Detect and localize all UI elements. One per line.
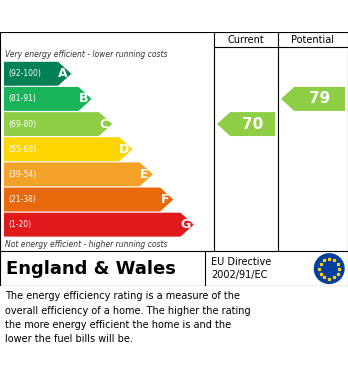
Polygon shape <box>4 188 173 212</box>
Polygon shape <box>4 162 153 187</box>
Text: (1-20): (1-20) <box>8 220 31 229</box>
Text: A: A <box>58 67 68 80</box>
Polygon shape <box>217 112 275 136</box>
Polygon shape <box>4 112 112 136</box>
Text: (69-80): (69-80) <box>8 120 36 129</box>
Text: 79: 79 <box>309 91 330 106</box>
Text: F: F <box>160 193 169 206</box>
Text: Potential: Potential <box>292 35 334 45</box>
Text: 70: 70 <box>242 117 263 131</box>
Text: D: D <box>119 143 129 156</box>
Polygon shape <box>4 62 71 86</box>
Text: Very energy efficient - lower running costs: Very energy efficient - lower running co… <box>5 50 167 59</box>
Text: Current: Current <box>228 35 264 45</box>
Polygon shape <box>4 87 92 111</box>
Text: (92-100): (92-100) <box>8 69 41 78</box>
Text: G: G <box>180 218 190 231</box>
Text: (55-68): (55-68) <box>8 145 36 154</box>
Text: Not energy efficient - higher running costs: Not energy efficient - higher running co… <box>5 240 167 249</box>
Circle shape <box>315 254 344 283</box>
Text: Energy Efficiency Rating: Energy Efficiency Rating <box>10 7 239 25</box>
Text: (21-38): (21-38) <box>8 195 36 204</box>
Polygon shape <box>281 87 345 111</box>
Polygon shape <box>4 213 194 237</box>
Polygon shape <box>4 137 133 161</box>
Text: EU Directive
2002/91/EC: EU Directive 2002/91/EC <box>211 257 271 280</box>
Text: B: B <box>78 92 88 106</box>
Text: C: C <box>99 118 108 131</box>
Text: (81-91): (81-91) <box>8 94 36 103</box>
Text: The energy efficiency rating is a measure of the
overall efficiency of a home. T: The energy efficiency rating is a measur… <box>5 291 251 344</box>
Text: E: E <box>140 168 149 181</box>
Text: England & Wales: England & Wales <box>6 260 176 278</box>
Text: (39-54): (39-54) <box>8 170 36 179</box>
